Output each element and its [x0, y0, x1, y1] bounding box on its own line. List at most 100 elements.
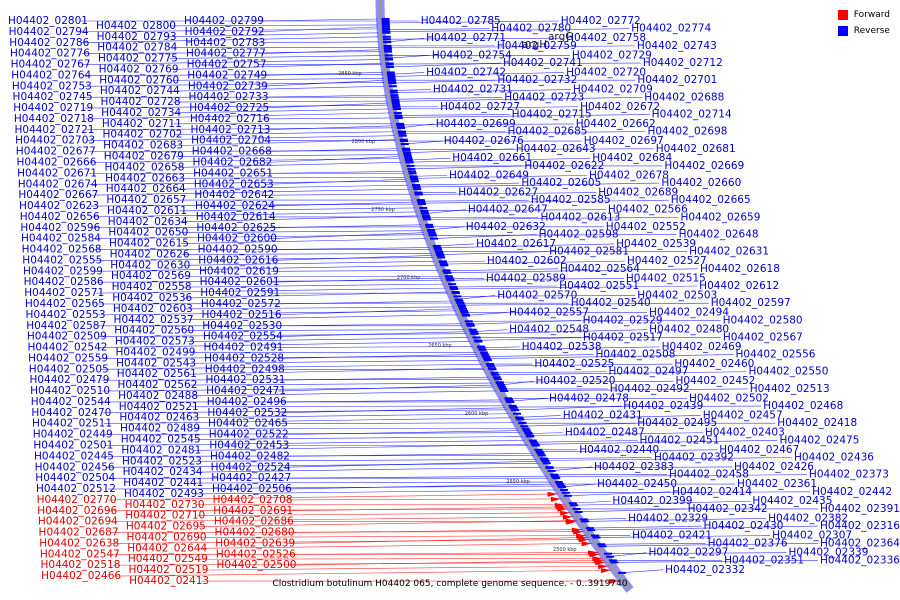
connector-line [188, 360, 480, 364]
ruler-tick-label: 2600 kbp [465, 411, 489, 417]
gene-label: H04402_02463 [119, 412, 199, 424]
gene-label: H04402_02780 [491, 23, 571, 35]
connector-line [527, 432, 703, 436]
connector-line [265, 178, 407, 185]
reverse-feature [390, 94, 399, 97]
gene-label: H04402_02639 [215, 537, 295, 549]
reverse-feature [473, 339, 482, 342]
gene-label: H04402_02524 [211, 461, 291, 473]
connector-line [419, 199, 529, 202]
gene-label: H04402_02460 [674, 358, 754, 370]
connector-line [425, 217, 679, 220]
reverse-feature [493, 378, 502, 381]
gene-label: H04402_02695 [126, 521, 206, 533]
connector-line [583, 518, 767, 522]
connector-line [100, 364, 482, 370]
connector-line [92, 234, 425, 239]
reverse-feature [559, 488, 568, 491]
forward-feature [601, 568, 612, 574]
connector-line [177, 176, 406, 179]
reverse-feature [505, 398, 514, 401]
reverse-feature [510, 409, 519, 412]
connector-line [190, 390, 497, 397]
connector-line [82, 59, 382, 65]
connector-line [86, 127, 393, 131]
gene-label: H04402_02497 [608, 366, 688, 378]
reverse-feature [390, 96, 399, 99]
gene-label: H04402_02716 [190, 113, 270, 125]
reverse-feature [470, 332, 479, 335]
reverse-feature [574, 510, 583, 513]
connector-line [112, 561, 607, 566]
gene-label: H04402_02456 [35, 461, 115, 473]
connector-line [175, 154, 400, 157]
connector-line [280, 422, 515, 425]
reverse-feature [402, 148, 411, 151]
gene-label: H04402_02475 [779, 434, 859, 446]
reverse-feature [434, 250, 443, 253]
reverse-feature [597, 543, 606, 546]
connector-line [517, 415, 561, 418]
connector-line [183, 283, 445, 288]
reverse-feature [436, 253, 445, 256]
reverse-feature [462, 314, 471, 317]
reverse-feature [498, 386, 507, 389]
connector-line [576, 508, 686, 513]
reverse-feature [542, 462, 551, 465]
gene-label: H04402_02658 [104, 161, 184, 173]
connector-line [195, 489, 556, 495]
connector-line [184, 306, 455, 310]
connector-line [599, 542, 706, 545]
gene-label: H04402_02697 [584, 135, 664, 147]
reverse-feature [439, 261, 448, 264]
gene-label: H04402_02714 [652, 108, 732, 120]
gene-label: H04402_02603 [113, 303, 193, 315]
gene-label: H04402_02499 [116, 346, 196, 358]
gene-label: H04402_02487 [565, 427, 645, 439]
reverse-feature [396, 122, 405, 125]
connector-line [89, 180, 407, 185]
reverse-feature [505, 400, 514, 403]
reverse-feature [387, 79, 396, 82]
gene-label: H04402_02364 [820, 537, 900, 549]
reverse-feature [556, 483, 565, 486]
connector-line [185, 314, 458, 321]
reverse-feature [488, 368, 497, 371]
connector-line [547, 466, 732, 469]
legend: Forward Reverse [837, 10, 890, 42]
gene-label: H04402_02471 [206, 385, 286, 397]
gene-label: H04402_02501 [33, 440, 113, 452]
gene-label: H04402_02728 [101, 96, 181, 108]
connector-line [287, 537, 589, 544]
connector-line [275, 346, 473, 348]
gene-label: H04402_02702 [103, 129, 183, 141]
reverse-feature [389, 91, 398, 94]
reverse-feature [453, 295, 462, 298]
connector-line [265, 171, 405, 174]
connector-line [96, 302, 453, 305]
reverse-feature [397, 130, 406, 133]
connector-line [90, 188, 410, 196]
connector-line [189, 382, 492, 386]
reverse-feature [610, 561, 619, 564]
gene-label: H04402_02772 [561, 15, 641, 27]
gene-label: H04402_02505 [29, 363, 109, 375]
forward-feature [581, 541, 592, 547]
connector-line [384, 37, 565, 40]
connector-line [398, 123, 574, 126]
gene-label: H04402_02764 [11, 69, 91, 81]
gene-label: H04402_02491 [204, 342, 284, 354]
gene-label: H04402_02678 [589, 169, 669, 181]
gene-label: H04402_02665 [671, 194, 751, 206]
reverse-feature [382, 31, 391, 34]
reverse-feature [524, 432, 533, 435]
reverse-feature [392, 107, 401, 110]
connector-line [199, 557, 604, 560]
connector-line [402, 140, 442, 145]
gene-label: H04402_02703 [15, 135, 95, 147]
reverse-feature [499, 387, 508, 390]
reverse-feature [382, 38, 391, 41]
gene-label: H04402_02452 [675, 375, 755, 387]
reverse-feature [525, 434, 534, 437]
connector-line [177, 184, 409, 190]
